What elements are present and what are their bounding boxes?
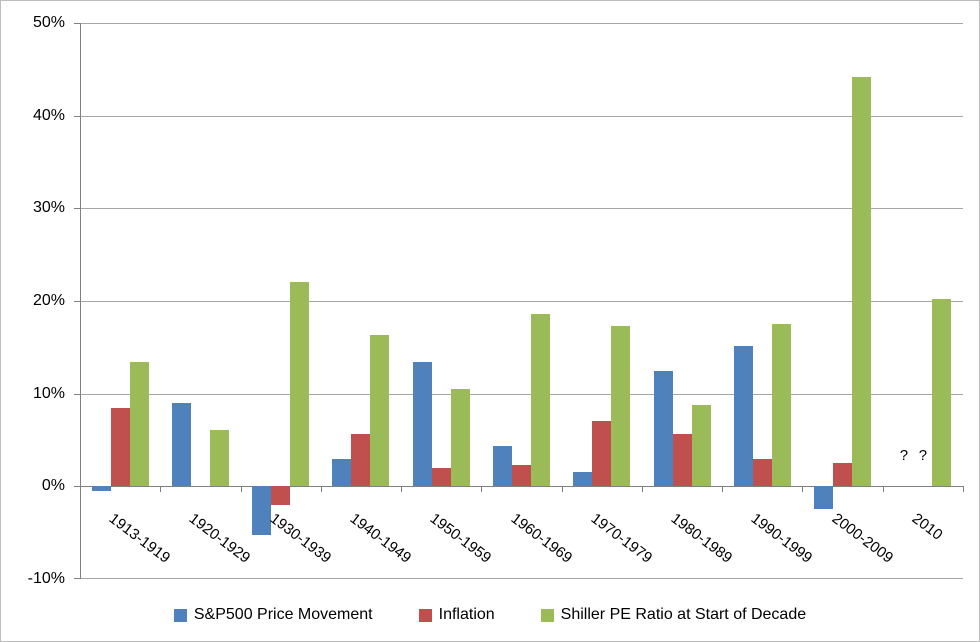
bar-shiller-pe-ratio-at-start-of-decade bbox=[450, 389, 470, 487]
bar-s-p500-price-movement bbox=[252, 486, 272, 536]
bar-inflation bbox=[110, 407, 130, 487]
legend-item: S&P500 Price Movement bbox=[173, 606, 373, 624]
y-tick bbox=[74, 116, 80, 117]
bar-inflation bbox=[833, 463, 853, 487]
gridline bbox=[80, 23, 963, 24]
bar-shiller-pe-ratio-at-start-of-decade bbox=[932, 299, 952, 487]
y-axis-line bbox=[80, 23, 81, 579]
unknown-value-marker: ? bbox=[918, 447, 928, 465]
bar-inflation bbox=[512, 465, 531, 487]
y-tick-label: 20% bbox=[32, 292, 65, 309]
x-tick bbox=[321, 486, 322, 492]
legend-swatch-icon bbox=[418, 608, 432, 622]
y-tick-label: -10% bbox=[27, 570, 65, 587]
legend-item: Inflation bbox=[418, 606, 495, 624]
bar-shiller-pe-ratio-at-start-of-decade bbox=[852, 76, 872, 487]
bar-s-p500-price-movement bbox=[171, 402, 191, 487]
x-tick bbox=[802, 486, 803, 492]
legend: S&P500 Price Movement Inflation Shiller PE… bbox=[1, 602, 979, 628]
x-tick bbox=[963, 486, 964, 492]
bar-inflation bbox=[271, 486, 291, 505]
bar-s-p500-price-movement bbox=[814, 486, 834, 509]
x-tick bbox=[481, 486, 482, 492]
bar-shiller-pe-ratio-at-start-of-decade bbox=[691, 404, 711, 487]
y-tick bbox=[74, 486, 80, 487]
bar-inflation bbox=[592, 421, 612, 487]
gridline bbox=[80, 578, 963, 579]
y-tick bbox=[74, 23, 80, 24]
x-tick bbox=[562, 486, 563, 492]
unknown-value-marker: ? bbox=[899, 447, 909, 465]
bar-shiller-pe-ratio-at-start-of-decade bbox=[771, 324, 791, 487]
bar-inflation bbox=[752, 459, 772, 487]
plot-area: ?? bbox=[74, 23, 964, 579]
bar-inflation bbox=[431, 467, 451, 487]
bar-s-p500-price-movement bbox=[412, 362, 432, 487]
y-tick-label: 10% bbox=[32, 384, 65, 402]
y-tick-label: 40% bbox=[32, 106, 65, 124]
gridline bbox=[80, 208, 963, 209]
y-tick bbox=[74, 578, 80, 579]
bar-s-p500-price-movement bbox=[653, 371, 673, 487]
x-tick bbox=[80, 486, 81, 492]
bar-shiller-pe-ratio-at-start-of-decade bbox=[290, 282, 310, 487]
bar-inflation bbox=[351, 434, 371, 487]
x-tick bbox=[642, 486, 643, 492]
y-tick bbox=[74, 301, 80, 302]
x-tick bbox=[160, 486, 161, 492]
bar-shiller-pe-ratio-at-start-of-decade bbox=[129, 362, 149, 487]
y-tick bbox=[74, 394, 80, 395]
legend-label: S&P500 Price Movement bbox=[193, 606, 373, 623]
bar-inflation bbox=[672, 434, 692, 487]
legend-swatch-icon bbox=[173, 608, 187, 622]
y-tick bbox=[74, 208, 80, 209]
x-tick bbox=[883, 486, 884, 492]
bar-s-p500-price-movement bbox=[573, 471, 593, 487]
x-axis-line bbox=[80, 486, 963, 487]
x-tick bbox=[722, 486, 723, 492]
y-tick-label: 30% bbox=[32, 199, 65, 217]
gridline bbox=[80, 394, 963, 395]
bar-shiller-pe-ratio-at-start-of-decade bbox=[370, 335, 390, 487]
bar-shiller-pe-ratio-at-start-of-decade bbox=[611, 326, 631, 487]
bar-s-p500-price-movement bbox=[332, 458, 352, 487]
bar-shiller-pe-ratio-at-start-of-decade bbox=[531, 313, 550, 487]
gridline bbox=[80, 301, 963, 302]
bar-shiller-pe-ratio-at-start-of-decade bbox=[209, 429, 229, 487]
legend-item: Shiller PE Ratio at Start of Decade bbox=[540, 606, 807, 624]
x-tick bbox=[241, 486, 242, 492]
x-tick bbox=[401, 486, 402, 492]
bar-s-p500-price-movement bbox=[733, 346, 753, 487]
bar-s-p500-price-movement bbox=[91, 486, 111, 491]
legend-label: Inflation bbox=[438, 606, 495, 623]
y-tick-label: 0% bbox=[41, 477, 65, 495]
gridline bbox=[80, 116, 963, 117]
legend-label: Shiller PE Ratio at Start of Decade bbox=[560, 606, 807, 623]
legend-swatch-icon bbox=[540, 608, 554, 622]
bar-s-p500-price-movement bbox=[493, 445, 512, 487]
y-tick-label: 50% bbox=[32, 14, 65, 31]
